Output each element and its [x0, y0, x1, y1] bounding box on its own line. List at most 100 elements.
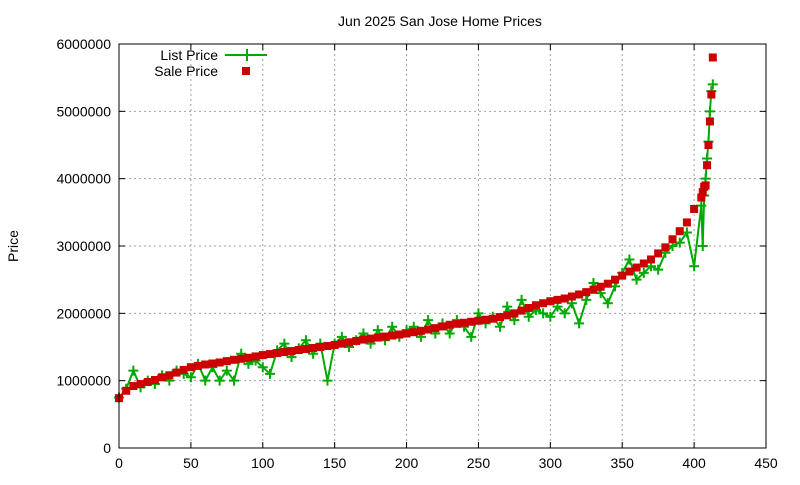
list-price-point [495, 321, 506, 332]
list-price-point [279, 338, 290, 349]
sale-price-point [618, 271, 627, 280]
list-price-point [229, 375, 240, 386]
sale-price-point [703, 161, 712, 170]
y-tick-label: 5000000 [56, 103, 111, 119]
list-price-point [707, 79, 718, 90]
sale-price-point [345, 338, 354, 347]
sale-price-point [287, 347, 296, 356]
x-tick-label: 0 [115, 455, 123, 471]
y-tick-label: 0 [103, 440, 111, 456]
sale-price-point [330, 340, 339, 349]
sale-price-point [589, 285, 598, 294]
list-price-point [257, 362, 268, 373]
list-price-point [581, 294, 592, 305]
sale-price-point [452, 319, 461, 328]
legend-label-list-price: List Price [160, 47, 218, 63]
x-tick-label: 400 [682, 455, 706, 471]
x-tick-label: 300 [539, 455, 563, 471]
sale-price-point [424, 325, 433, 334]
y-tick-label: 6000000 [56, 36, 111, 52]
sale-price-point [431, 324, 440, 333]
sale-price-point [632, 263, 641, 272]
x-tick-label: 100 [251, 455, 275, 471]
sale-price-point [460, 318, 469, 327]
x-tick-label: 350 [611, 455, 635, 471]
list-price-point [602, 298, 613, 309]
sale-price-point [668, 235, 677, 244]
sale-price-point [194, 361, 203, 370]
sale-price-point [445, 320, 454, 329]
sale-price-point [251, 352, 260, 361]
sale-price-point [309, 344, 318, 353]
sale-price-point [359, 335, 368, 344]
sale-price-point [222, 357, 231, 366]
sale-price-point [395, 330, 404, 339]
sale-price-point [129, 382, 138, 391]
sale-price-point [301, 345, 310, 354]
sale-price-point [646, 255, 655, 264]
sale-price-point [481, 315, 490, 324]
sale-price-point [625, 267, 634, 276]
sale-price-point [158, 373, 167, 382]
list-price-point [300, 335, 311, 346]
list-price-point [200, 375, 211, 386]
sale-price-point [122, 386, 131, 395]
sale-price-point [323, 341, 332, 350]
sale-price-point [517, 306, 526, 315]
sale-price-point [388, 331, 397, 340]
list-price-line [118, 84, 714, 399]
sale-price-point [215, 358, 224, 367]
list-price-point [559, 308, 570, 319]
sale-price-point [560, 294, 569, 303]
x-tick-label: 250 [467, 455, 491, 471]
sale-price-point [567, 292, 576, 301]
sale-price-point [596, 282, 605, 291]
chart-title: Jun 2025 San Jose Home Prices [338, 13, 542, 29]
sale-price-point [237, 354, 246, 363]
sale-price-point [316, 343, 325, 351]
sale-price-point [172, 368, 181, 377]
sale-price-point [708, 53, 717, 62]
sale-price-point [582, 288, 591, 297]
sale-price-point [265, 350, 274, 359]
sale-price-point [352, 336, 361, 345]
sale-price-point [150, 375, 159, 384]
list-price-point [322, 375, 333, 386]
sale-price-point [380, 332, 389, 341]
sale-price-point [510, 309, 519, 318]
list-price-point [423, 315, 434, 326]
sale-price-point [409, 328, 418, 337]
list-price-point [624, 254, 635, 265]
list-price-point [697, 241, 708, 251]
y-axis-label: Price [5, 230, 21, 262]
list-price-point [221, 365, 232, 376]
sale-price-point [553, 295, 562, 304]
sale-price-point [611, 275, 620, 284]
list-price-point [264, 368, 275, 379]
list-price-point [631, 274, 642, 285]
list-price-point [523, 311, 534, 322]
sale-price-point [682, 218, 691, 227]
sale-price-point [208, 359, 217, 368]
x-tick-label: 50 [183, 455, 199, 471]
sale-price-point [707, 90, 716, 99]
sale-price-point [201, 360, 210, 369]
list-price-point [444, 328, 455, 339]
y-tick-label: 2000000 [56, 305, 111, 321]
list-price-point [185, 372, 196, 383]
legend-label-sale-price: Sale Price [154, 63, 218, 79]
sale-price-point [698, 188, 707, 197]
legend: List Price Sale Price [154, 47, 267, 79]
list-price-point [502, 301, 513, 312]
sale-price-point [337, 339, 346, 348]
list-price-point [689, 261, 700, 272]
axis-ticks: 0 50 100 150 200 250 300 350 400 450 0 1000000 20000… [56, 36, 777, 471]
sale-price-point [230, 355, 239, 364]
sale-price-point [467, 317, 476, 326]
sale-price-point [294, 346, 303, 355]
y-tick-label: 4000000 [56, 171, 111, 187]
sale-price-point [503, 311, 512, 320]
list-price-point [214, 375, 225, 386]
sale-price-point [136, 380, 145, 389]
